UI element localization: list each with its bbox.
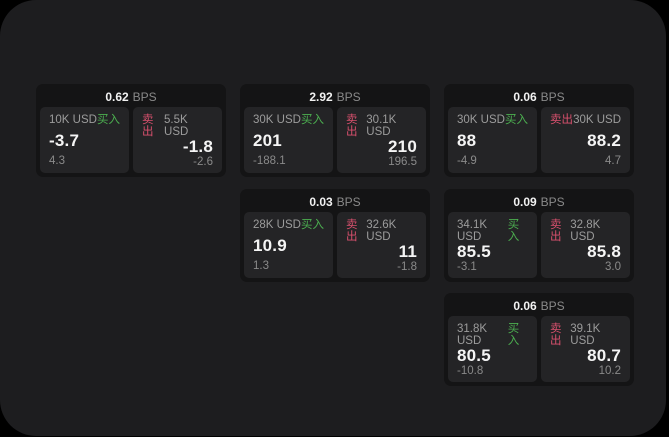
buy-delta: -4.9 bbox=[457, 155, 477, 167]
card-header: 0.06 BPS bbox=[448, 297, 630, 316]
bps-unit-label: BPS bbox=[336, 195, 361, 209]
buy-panel[interactable]: 28K USD 买入 10.9 1.3 bbox=[244, 212, 333, 278]
sell-amount: 32.8K USD bbox=[570, 219, 601, 243]
sell-amount: 32.6K USD bbox=[366, 219, 397, 243]
buy-amount: 31.8K USD bbox=[457, 323, 488, 347]
quote-card: 0.62 BPS 10K USD 买入 -3.7 4.3 卖出 5.5K USD… bbox=[36, 84, 226, 177]
buy-delta: -188.1 bbox=[253, 155, 286, 167]
buy-panel[interactable]: 10K USD 买入 -3.7 4.3 bbox=[40, 107, 129, 173]
sell-price: 88.2 bbox=[587, 130, 621, 150]
buy-label: 买入 bbox=[507, 219, 520, 243]
buy-label: 买入 bbox=[97, 114, 120, 126]
sell-amount: 5.5K USD bbox=[164, 114, 189, 138]
buy-panel[interactable]: 30K USD 买入 88 -4.9 bbox=[448, 107, 537, 173]
sell-delta: -1.8 bbox=[397, 261, 417, 273]
buy-amount: 10K USD bbox=[49, 114, 97, 126]
bps-value: 0.06 bbox=[513, 299, 537, 313]
sell-delta: 4.7 bbox=[605, 155, 621, 167]
buy-label: 买入 bbox=[505, 114, 528, 126]
quote-card: 0.03 BPS 28K USD 买入 10.9 1.3 卖出 32.6K US… bbox=[240, 189, 430, 282]
sell-delta: 10.2 bbox=[598, 365, 621, 377]
buy-price: 10.9 bbox=[253, 235, 287, 255]
card-header: 0.09 BPS bbox=[448, 193, 630, 212]
sell-panel[interactable]: 卖出 30K USD 88.2 4.7 bbox=[541, 107, 630, 173]
buy-panel[interactable]: 34.1K USD 买入 85.5 -3.1 bbox=[448, 212, 537, 278]
bps-value: 0.09 bbox=[513, 195, 537, 209]
sell-delta: -2.6 bbox=[193, 156, 213, 168]
buy-delta: -3.1 bbox=[457, 261, 477, 273]
bps-unit-label: BPS bbox=[540, 195, 565, 209]
sell-panel[interactable]: 卖出 5.5K USD -1.8 -2.6 bbox=[133, 107, 222, 173]
sell-delta: 3.0 bbox=[605, 261, 621, 273]
quote-card: 2.92 BPS 30K USD 买入 201 -188.1 卖出 30.1K … bbox=[240, 84, 430, 177]
bps-unit-label: BPS bbox=[336, 90, 361, 104]
sell-amount: 30K USD bbox=[573, 114, 621, 126]
buy-label: 买入 bbox=[507, 323, 520, 347]
card-header: 2.92 BPS bbox=[244, 88, 426, 107]
card-header: 0.62 BPS bbox=[40, 88, 222, 107]
buy-price: 85.5 bbox=[457, 242, 491, 261]
buy-panel[interactable]: 30K USD 买入 201 -188.1 bbox=[244, 107, 333, 173]
sell-price: 11 bbox=[398, 242, 417, 261]
sell-label: 卖出 bbox=[346, 219, 358, 243]
buy-label: 买入 bbox=[301, 219, 324, 231]
sell-price: -1.8 bbox=[182, 137, 213, 156]
sell-price: 210 bbox=[388, 137, 417, 156]
bps-value: 0.03 bbox=[309, 195, 333, 209]
buy-price: 80.5 bbox=[457, 346, 491, 365]
card-header: 0.03 BPS bbox=[244, 193, 426, 212]
quote-card: 0.06 BPS 31.8K USD 买入 80.5 -10.8 卖出 39.1… bbox=[444, 293, 634, 386]
bps-value: 0.06 bbox=[513, 90, 537, 104]
bps-unit-label: BPS bbox=[132, 90, 157, 104]
sell-label: 卖出 bbox=[142, 114, 154, 138]
sell-amount: 39.1K USD bbox=[570, 323, 601, 347]
bps-value: 0.62 bbox=[105, 90, 129, 104]
sell-amount: 30.1K USD bbox=[366, 114, 397, 138]
sell-panel[interactable]: 卖出 32.6K USD 11 -1.8 bbox=[337, 212, 426, 278]
sell-price: 85.8 bbox=[587, 242, 621, 261]
buy-delta: 1.3 bbox=[253, 260, 269, 272]
sell-panel[interactable]: 卖出 39.1K USD 80.7 10.2 bbox=[541, 316, 630, 382]
sell-delta: 196.5 bbox=[388, 156, 417, 168]
sell-price: 80.7 bbox=[587, 346, 621, 365]
sell-label: 卖出 bbox=[550, 219, 562, 243]
buy-amount: 30K USD bbox=[457, 114, 505, 126]
buy-amount: 28K USD bbox=[253, 219, 301, 231]
quote-card: 0.06 BPS 30K USD 买入 88 -4.9 卖出 30K USD 8… bbox=[444, 84, 634, 177]
buy-price: -3.7 bbox=[49, 130, 80, 150]
sell-label: 卖出 bbox=[550, 323, 562, 347]
buy-price: 201 bbox=[253, 130, 282, 150]
bps-unit-label: BPS bbox=[540, 299, 565, 313]
quote-card: 0.09 BPS 34.1K USD 买入 85.5 -3.1 卖出 32.8K… bbox=[444, 189, 634, 282]
card-header: 0.06 BPS bbox=[448, 88, 630, 107]
buy-amount: 34.1K USD bbox=[457, 219, 488, 243]
sell-label: 卖出 bbox=[550, 114, 573, 126]
buy-price: 88 bbox=[457, 130, 477, 150]
buy-amount: 30K USD bbox=[253, 114, 301, 126]
buy-delta: -10.8 bbox=[457, 365, 484, 377]
bps-unit-label: BPS bbox=[540, 90, 565, 104]
bps-value: 2.92 bbox=[309, 90, 333, 104]
sell-panel[interactable]: 卖出 32.8K USD 85.8 3.0 bbox=[541, 212, 630, 278]
buy-panel[interactable]: 31.8K USD 买入 80.5 -10.8 bbox=[448, 316, 537, 382]
sell-label: 卖出 bbox=[346, 114, 358, 138]
buy-delta: 4.3 bbox=[49, 155, 65, 167]
sell-panel[interactable]: 卖出 30.1K USD 210 196.5 bbox=[337, 107, 426, 173]
buy-label: 买入 bbox=[301, 114, 324, 126]
